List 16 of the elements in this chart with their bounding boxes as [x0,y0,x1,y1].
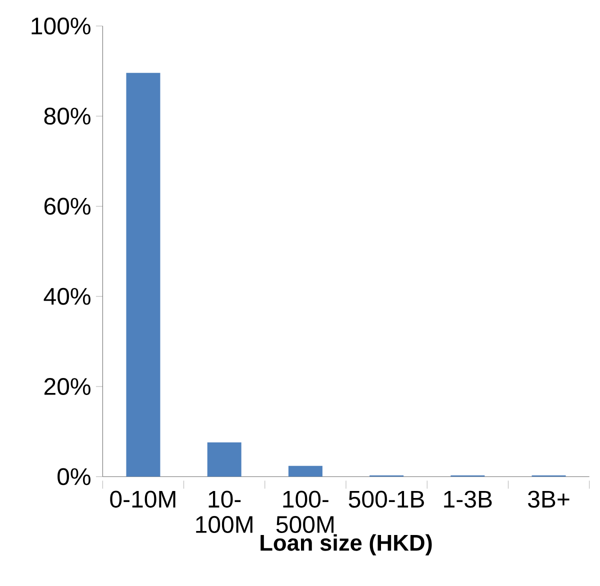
y-tick-label: 40% [44,288,90,305]
x-tick-label: 10-100M [196,490,252,534]
y-tick-label: 0% [58,468,90,486]
x-tick-label: 1-3B [444,490,492,508]
x-tick-label: 100-500M [276,490,334,534]
y-tick-label: 100% [32,17,90,34]
y-tick-label: 60% [44,198,90,215]
y-tick-label: 20% [44,378,90,396]
x-tick-label: 3B+ [528,490,570,508]
x-tick-label: 500-1B [348,490,424,508]
bar [288,466,322,477]
x-axis-title: Loan size (HKD) [260,534,432,556]
bar [126,72,160,477]
y-tick-label: 80% [44,108,90,125]
x-tick-label: 0-10M [110,490,176,508]
bar [207,442,242,477]
